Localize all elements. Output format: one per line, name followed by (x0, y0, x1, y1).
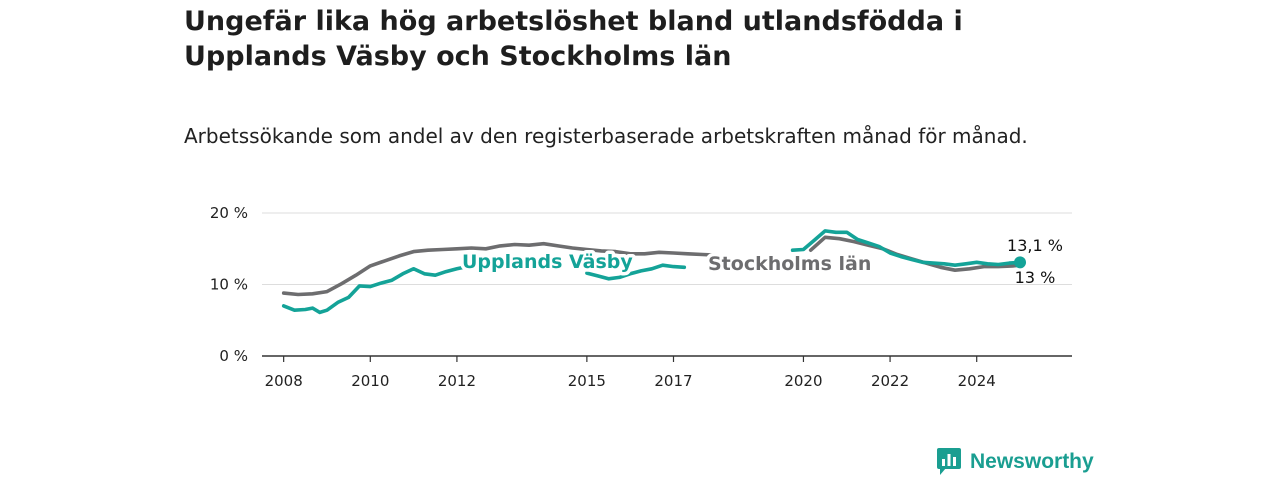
chart-subtitle: Arbetssökande som andel av den registerb… (184, 124, 1028, 148)
newsworthy-logo-text: Newsworthy (970, 449, 1094, 473)
series-name-label-upplands-vasby: Upplands Väsby (462, 251, 633, 273)
x-tick-label: 2010 (351, 372, 389, 390)
end-label-stockholms-lan: 13 % (1015, 268, 1056, 287)
end-label-upplands-vasby: 13,1 % (1007, 236, 1063, 255)
y-tick-label: 20 % (210, 204, 248, 222)
series-line-stockholms-lan (281, 235, 1022, 297)
series-name-halo-upplands-vasby: Upplands Väsby (462, 251, 633, 273)
x-tick-label: 2024 (958, 372, 996, 390)
x-tick-label: 2017 (654, 372, 692, 390)
y-tick-label: 0 % (219, 347, 248, 365)
endpoint-dot-upplands-vasby (1014, 256, 1027, 269)
newsworthy-logo[interactable]: Newsworthy (937, 448, 1094, 475)
x-tick-label: 2020 (784, 372, 822, 390)
newsworthy-logo-icon (937, 448, 961, 475)
x-tick-label: 2015 (568, 372, 606, 390)
x-tick-label: 2012 (438, 372, 476, 390)
series-name-label-stockholms-lan: Stockholms län (708, 253, 871, 275)
x-tick-label: 2022 (871, 372, 909, 390)
x-tick-label: 2008 (265, 372, 303, 390)
y-tick-label: 10 % (210, 276, 248, 294)
series-line-upplands-vasby (281, 229, 1022, 315)
series-name-halo-stockholms-lan: Stockholms län (708, 253, 871, 275)
chart-title: Ungefär lika hög arbetslöshet bland utla… (184, 6, 963, 72)
